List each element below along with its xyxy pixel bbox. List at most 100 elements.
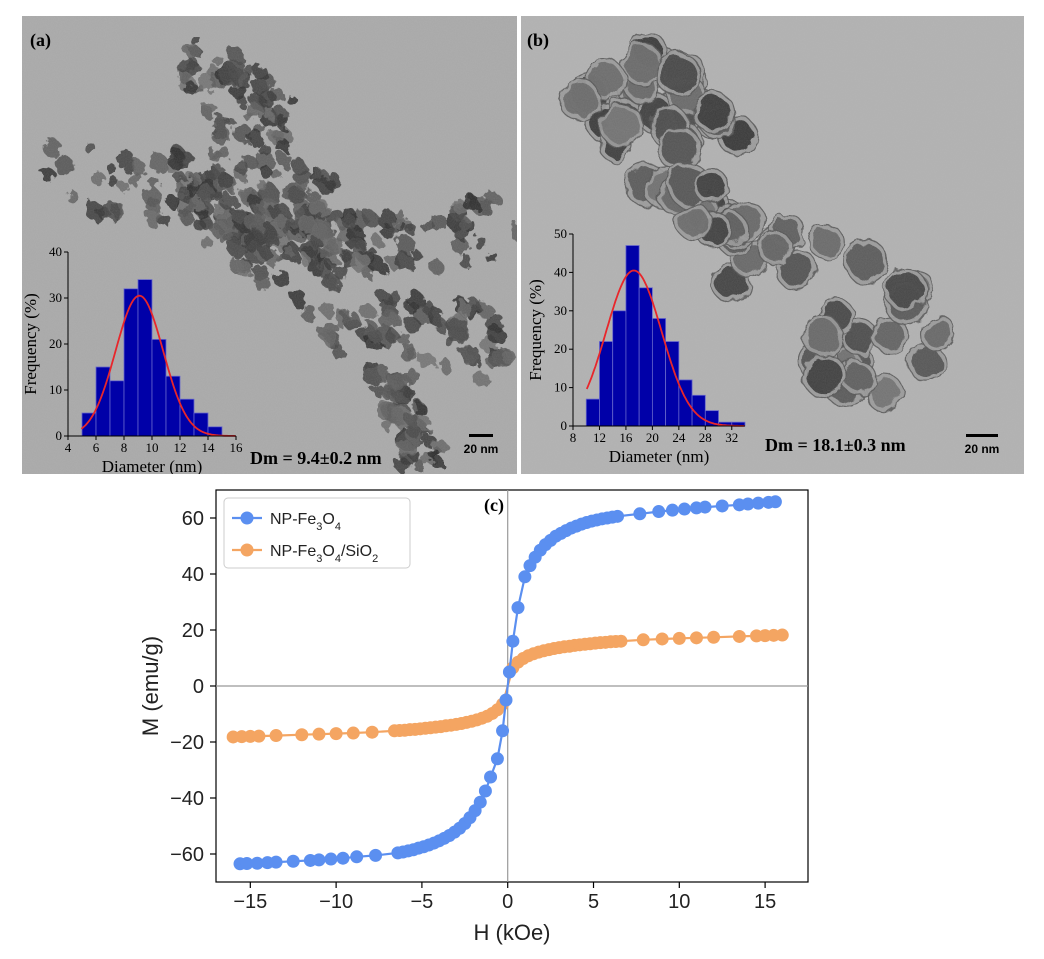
data-point (502, 665, 516, 679)
y-tick-label: 30 (49, 290, 62, 305)
tem-panel-b: (b) 8 12 16 20 24 28 32 0 10 20 30 40 50 Diameter (nm… (521, 16, 1024, 474)
histogram-bar (109, 380, 125, 437)
dm-label-b: Dm = 18.1±0.3 nm (765, 435, 906, 455)
tem-panel-a: (a) 4 6 8 10 12 14 16 0 10 20 30 40 Diameter (nm) Fre… (22, 16, 517, 474)
y-tick-label: 40 (49, 244, 62, 259)
x-axis-label: Diameter (nm) (102, 457, 203, 474)
data-point (478, 784, 492, 798)
x-tick-label: 24 (672, 430, 686, 445)
data-point (484, 770, 498, 784)
histogram-b: 8 12 16 20 24 28 32 0 10 20 30 40 50 Diameter (nm) Fre… (526, 226, 746, 466)
y-tick-label: 0 (56, 428, 63, 443)
x-axis-label: H (kOe) (474, 920, 551, 945)
y-tick-label: 40 (182, 564, 204, 586)
data-point (240, 857, 254, 871)
series-layer (226, 495, 789, 871)
data-point (698, 500, 712, 514)
histogram-a: 4 6 8 10 12 14 16 0 10 20 30 40 Diameter (nm) Frequen… (22, 244, 243, 474)
legend-marker (240, 543, 254, 557)
data-point (614, 634, 628, 648)
histogram-bar (612, 310, 627, 427)
x-tick-label: 4 (65, 440, 72, 455)
y-tick-label: 0 (561, 418, 568, 433)
data-point (490, 752, 504, 766)
x-tick-label: 0 (502, 891, 513, 913)
histogram-bar (123, 288, 139, 437)
scale-bar-a (469, 434, 493, 437)
data-point (473, 795, 487, 809)
panel-c-label: (c) (484, 495, 504, 516)
x-tick-label: 12 (593, 430, 606, 445)
y-tick-label: 60 (182, 508, 204, 530)
y-tick-label: 50 (554, 226, 567, 241)
legend-box (223, 497, 411, 569)
data-point (365, 725, 379, 739)
legend: NP-Fe3O4 NP-Fe3O4/SiO2 (223, 497, 411, 569)
y-axis-label: Frequency (%) (22, 293, 40, 395)
data-point (511, 601, 525, 615)
x-tick-label: 28 (699, 430, 712, 445)
data-point (665, 503, 679, 517)
data-point (751, 496, 765, 510)
tem-image-b: (b) 8 12 16 20 24 28 32 0 10 20 30 40 50 Diameter (nm… (521, 16, 1024, 474)
histogram-bar (81, 412, 97, 437)
gaussian-fit-curve (80, 294, 236, 437)
data-point (633, 507, 647, 521)
x-tick-label: 8 (121, 440, 128, 455)
data-point (732, 629, 746, 643)
data-point (329, 727, 343, 741)
histogram-bar (137, 279, 153, 437)
series-0 (233, 495, 782, 871)
panel-a-label: (a) (30, 30, 51, 51)
x-tick-label: 10 (668, 891, 690, 913)
y-tick-label: 30 (554, 303, 567, 318)
data-point (295, 728, 309, 742)
x-tick-label: 20 (646, 430, 659, 445)
tem-image-a: (a) 4 6 8 10 12 14 16 0 10 20 30 40 Diameter (nm) Fre… (22, 16, 517, 474)
scale-bar-label-b: 20 nm (965, 442, 1000, 456)
x-tick-label: −15 (233, 891, 267, 913)
x-tick-label: −10 (319, 891, 353, 913)
data-point (369, 848, 383, 862)
data-point (518, 570, 532, 584)
data-point (768, 495, 782, 509)
data-point (506, 634, 520, 648)
data-point (611, 509, 625, 523)
x-tick-label: 12 (174, 440, 187, 455)
data-point (775, 628, 789, 642)
data-point (269, 855, 283, 869)
data-point (346, 726, 360, 740)
data-point (324, 852, 338, 866)
y-tick-label: −60 (170, 844, 204, 866)
y-tick-label: 40 (554, 264, 567, 279)
x-tick-label: 10 (146, 440, 159, 455)
histogram-bar (599, 341, 614, 427)
x-axis-label: Diameter (nm) (609, 447, 710, 466)
y-tick-label: 10 (49, 382, 62, 397)
y-tick-label: −20 (170, 732, 204, 754)
y-tick-label: 10 (554, 380, 567, 395)
legend-label: NP-Fe3O4 (270, 511, 341, 533)
data-point (715, 499, 729, 513)
x-tick-label: 8 (570, 430, 577, 445)
scale-bar-label-a: 20 nm (464, 442, 499, 456)
data-point (741, 497, 755, 511)
histogram-bar (585, 398, 600, 427)
panel-b-label: (b) (527, 30, 549, 51)
y-tick-label: 20 (554, 341, 567, 356)
x-tick-label: 6 (93, 440, 100, 455)
data-point (286, 854, 300, 868)
data-point (252, 729, 266, 743)
y-tick-label: 20 (49, 336, 62, 351)
magnetization-chart: −15 −10 −5 0 5 10 15 −60 −40 −20 0 20 40 60 H (kOe) M (… (138, 489, 809, 945)
x-tick-label: 32 (725, 430, 738, 445)
data-point (499, 693, 513, 707)
histogram-bar (651, 318, 667, 427)
y-tick-label: −40 (170, 788, 204, 810)
data-point (336, 851, 350, 865)
scale-bar-b (966, 434, 998, 437)
histogram-bar (638, 287, 653, 427)
legend-marker (240, 511, 254, 525)
y-axis-label: M (emu/g) (138, 636, 163, 736)
data-point (689, 631, 703, 645)
